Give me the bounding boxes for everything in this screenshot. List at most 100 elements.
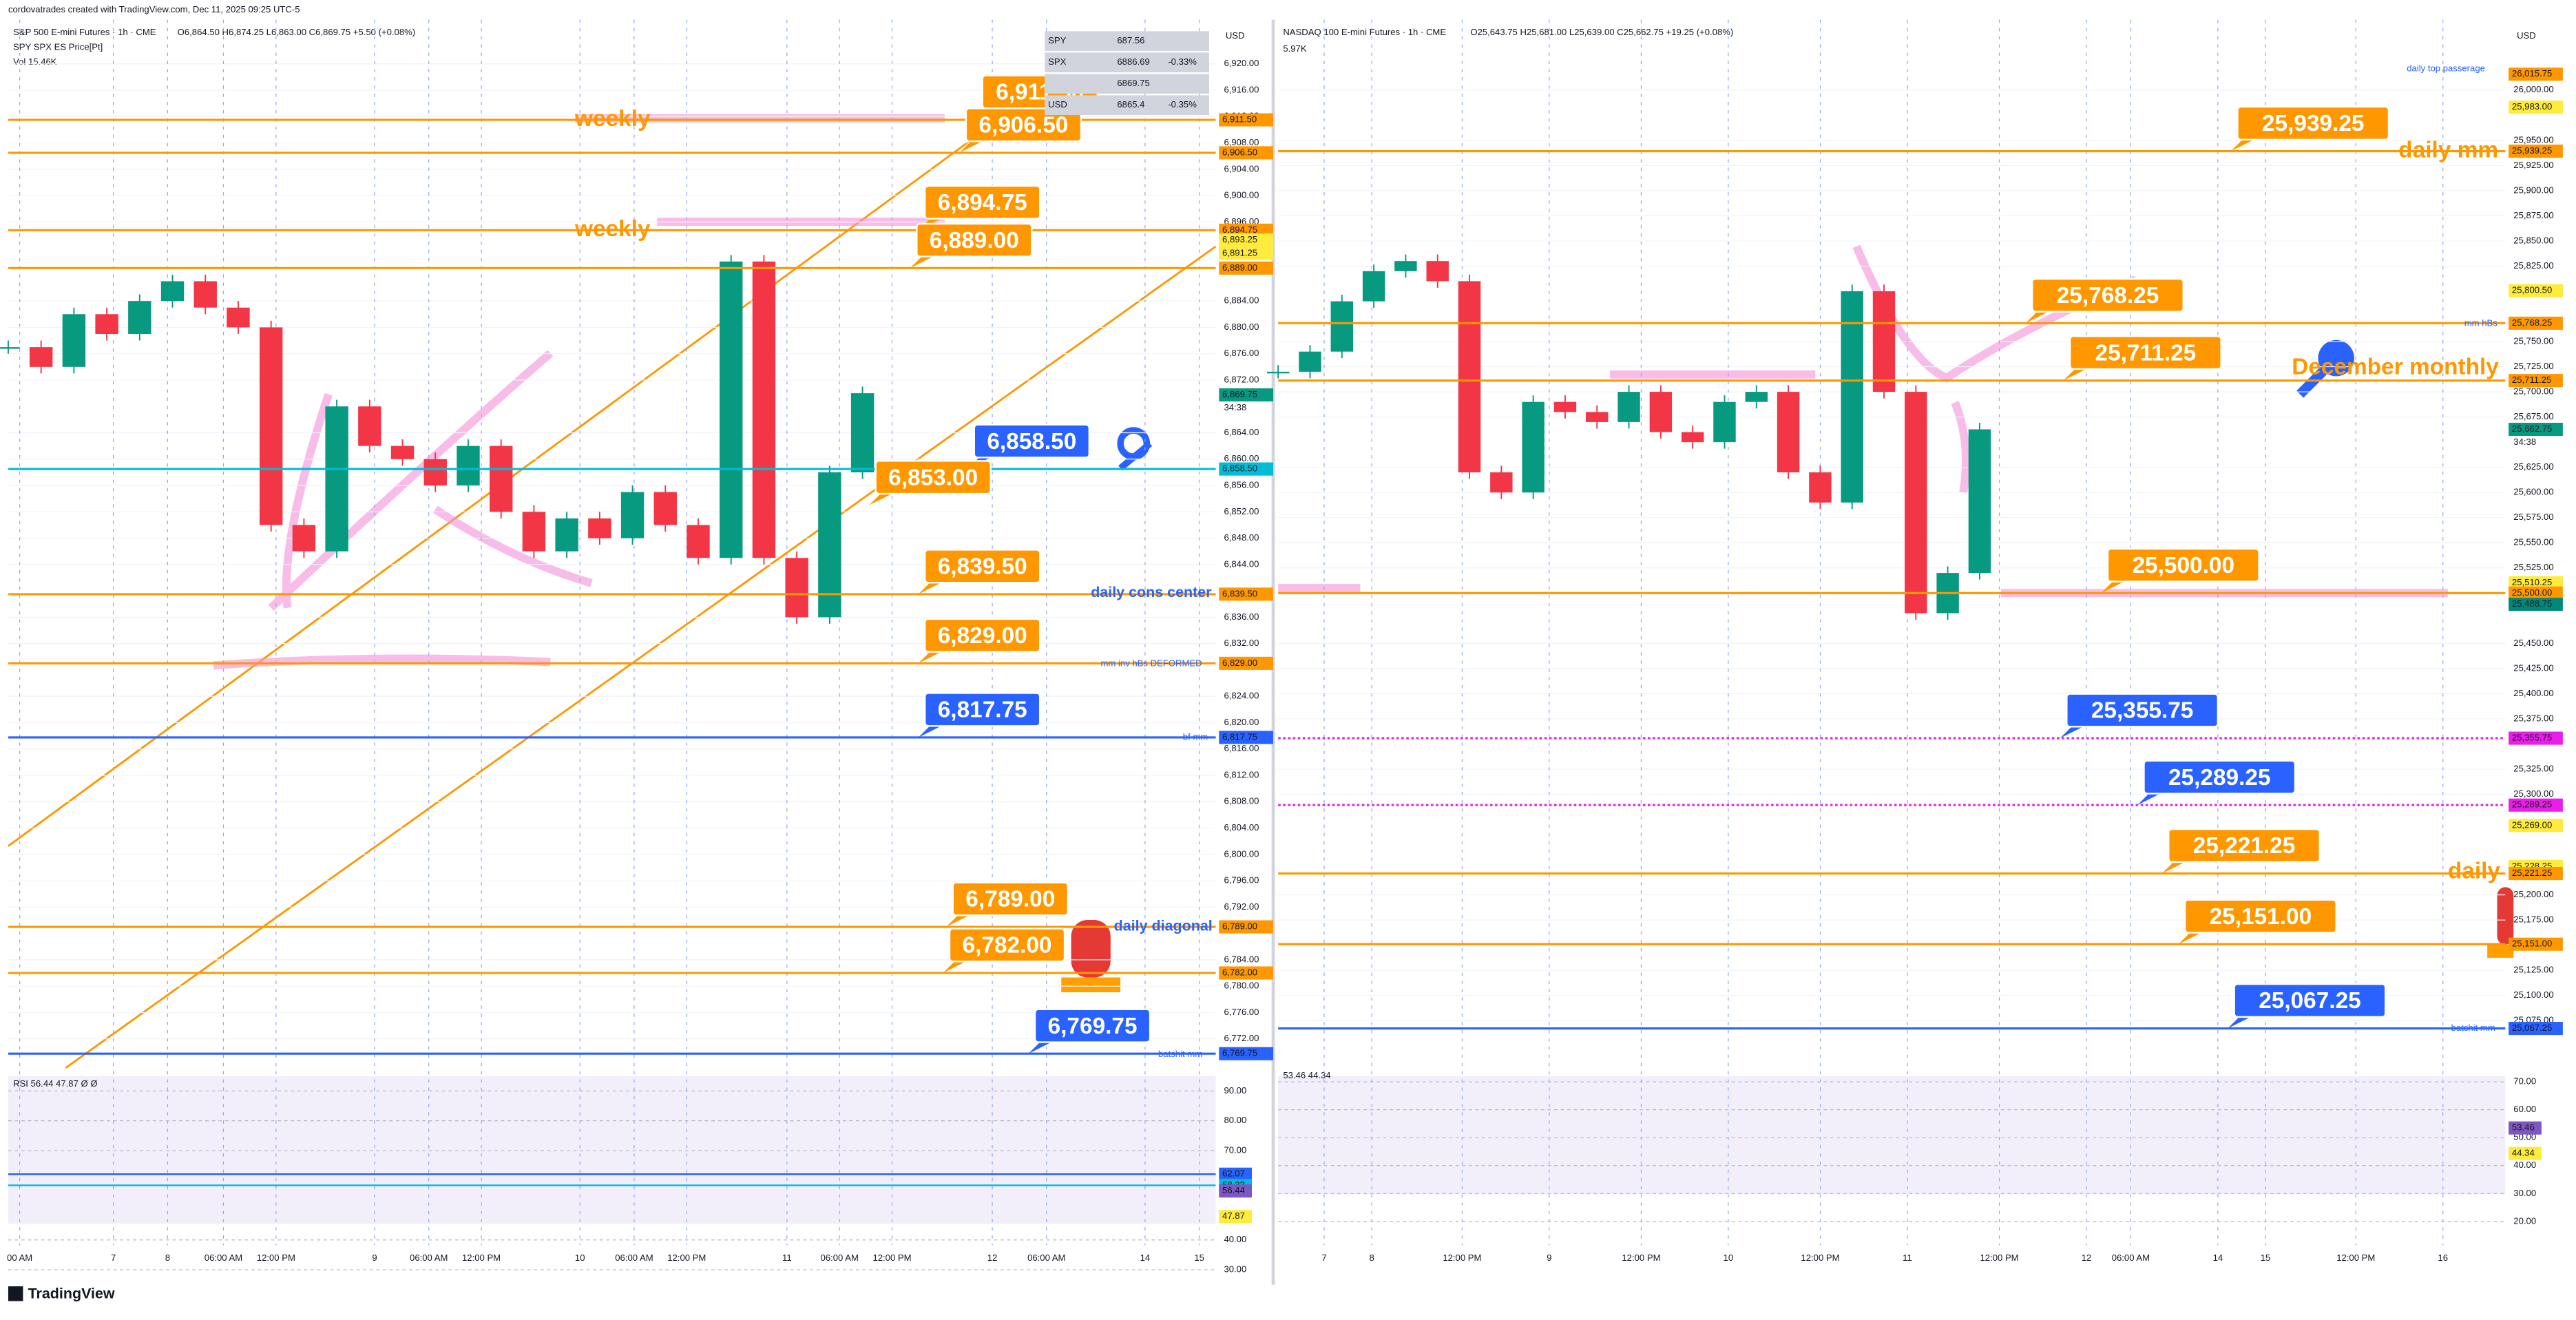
candle	[227, 307, 250, 328]
price-tick-label: 25,525.00	[2513, 562, 2553, 572]
label-tail	[2228, 1015, 2254, 1029]
level-label-box	[2233, 983, 2387, 1018]
rsi-tag	[1219, 1184, 1253, 1198]
price-tag-label: 6,789.00	[1222, 921, 1257, 932]
level-label: 6,769.75	[1048, 1014, 1138, 1039]
time-tick-label: 06:00 AM	[820, 1253, 858, 1263]
price-tag-label: 25,800.50	[2512, 285, 2552, 295]
candle	[292, 525, 316, 552]
candle	[687, 525, 710, 558]
price-tick-label: 6,808.00	[1224, 796, 1259, 806]
price-tag-label: 25,269.00	[2512, 819, 2552, 830]
annotation: weekly	[574, 106, 651, 132]
rsi-legend: RSI 56.44 47.87 Ø Ø	[13, 1078, 97, 1089]
candle	[555, 518, 578, 552]
price-tick-label: 25,675.00	[2513, 411, 2553, 421]
candle	[1299, 351, 1321, 372]
rsi-panel	[8, 1076, 1216, 1224]
time-tick-label: 12	[987, 1253, 998, 1263]
rsi-tag	[1219, 1167, 1253, 1181]
price-tick-label: 25,625.00	[2513, 461, 2553, 472]
price-tick-label: 25,125.00	[2513, 965, 2553, 975]
price-tick-label: 25,200.00	[2513, 889, 2553, 899]
price-tick-label: 25,450.00	[2513, 638, 2553, 648]
annotation: daily	[2448, 859, 2501, 884]
rsi-tag	[1219, 1210, 1253, 1224]
candle	[785, 558, 808, 618]
table-cell: 6886.69	[1117, 56, 1149, 67]
price-tick-label: 6,772.00	[1224, 1033, 1259, 1043]
time-tick-label: 12:00 PM	[1443, 1253, 1481, 1263]
level-label: 6,829.00	[938, 623, 1027, 649]
price-tag	[2509, 316, 2563, 330]
level-label-box	[2106, 547, 2260, 583]
price-tick-label: 25,950.00	[2513, 134, 2553, 145]
price-tick-label: 25,400.00	[2513, 688, 2553, 698]
time-tick-label: 12:00 PM	[1980, 1253, 2018, 1263]
time-tick-label: 9	[1547, 1253, 1551, 1263]
candle	[1490, 472, 1513, 493]
price-tag	[2509, 586, 2563, 600]
annotation: batshit mm	[2451, 1023, 2495, 1033]
price-tag-label: 6,894.75	[1222, 224, 1257, 235]
price-tick-label: 6,844.00	[1224, 558, 1259, 569]
price-tick-label: 25,100.00	[2513, 989, 2553, 1000]
alarm-icon	[2487, 887, 2514, 958]
level-label: 6,894.75	[938, 190, 1027, 216]
candle	[1586, 412, 1609, 422]
level-label-box	[1034, 1008, 1151, 1043]
level-label: 6,906.50	[978, 113, 1068, 138]
price-tag-label: 6,829.00	[1222, 658, 1257, 668]
price-tag-label: 25,221.25	[2512, 868, 2552, 878]
candle	[850, 393, 875, 472]
time-tick-label: 12:00 PM	[257, 1253, 295, 1263]
annotation: mm hBs	[2464, 317, 2498, 328]
candle	[1681, 432, 1704, 443]
price-tag	[2509, 598, 2563, 611]
price-tag-label: 6,906.50	[1222, 147, 1257, 157]
price-tag	[2509, 284, 2563, 297]
price-tag-label: 6,769.75	[1222, 1048, 1257, 1058]
brand: TradingView	[8, 1286, 115, 1302]
price-tick-label: 6,876.00	[1224, 348, 1259, 358]
price-tag	[1219, 233, 1274, 247]
price-tick-label: 26,000.00	[2513, 84, 2553, 94]
price-tick-label: 25,750.00	[2513, 335, 2553, 346]
rsi-tag-label: 53.46	[2512, 1122, 2535, 1133]
level-label: 25,768.25	[2057, 283, 2159, 308]
price-tag	[1219, 1047, 1274, 1060]
price-tick-label: 6,796.00	[1224, 875, 1259, 886]
candle	[1330, 301, 1354, 352]
level-label: 6,839.50	[938, 554, 1027, 580]
candle	[358, 406, 381, 446]
price-tag-label: 25,662.75	[2512, 423, 2552, 434]
time-tick-label: 12:00 PM	[462, 1253, 501, 1263]
candle	[522, 512, 546, 552]
price-tag	[1219, 920, 1274, 934]
candle	[588, 518, 611, 538]
price-tag	[2509, 937, 2563, 951]
annotation: daily mm	[2398, 137, 2498, 163]
level-label: 25,151.00	[2210, 904, 2312, 930]
rsi-tick-label: 70.00	[1224, 1144, 1246, 1155]
candle	[1713, 401, 1736, 443]
label-tail	[918, 580, 945, 594]
candle	[1266, 371, 1290, 374]
countdown: 34:38	[1224, 402, 1246, 412]
level-label: 6,853.00	[888, 465, 978, 490]
level-label: 25,711.25	[2095, 340, 2197, 366]
candle	[325, 406, 348, 552]
rsi-tag-label: 62.07	[1222, 1169, 1245, 1179]
level-label-box	[948, 928, 1066, 963]
price-tick-label: 6,832.00	[1224, 638, 1259, 648]
price-tick-label: 6,852.00	[1224, 506, 1259, 516]
candle	[489, 446, 513, 512]
level-label: 25,289.25	[2168, 765, 2271, 790]
time-tick-label: 10	[575, 1253, 585, 1263]
price-tag-label: 25,983.00	[2512, 101, 2552, 112]
level-label: 6,817.75	[938, 698, 1027, 723]
price-tag	[1219, 146, 1274, 160]
candle	[1745, 392, 1768, 402]
time-tick-label: 16	[2438, 1253, 2448, 1263]
